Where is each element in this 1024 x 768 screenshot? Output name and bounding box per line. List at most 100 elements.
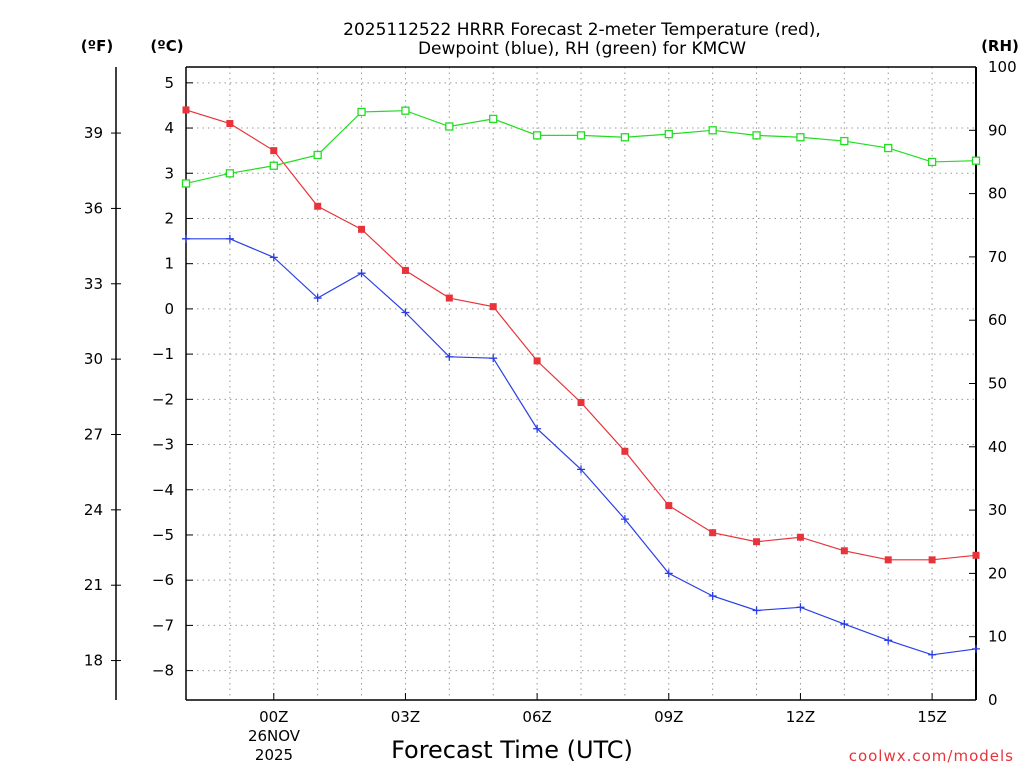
dewpoint-point bbox=[533, 424, 542, 433]
temperature-point bbox=[577, 398, 585, 406]
temperature-point bbox=[314, 202, 322, 210]
y-tick-label-rh: 50 bbox=[988, 375, 1007, 393]
y-tick-label-rh: 80 bbox=[988, 185, 1007, 203]
fahrenheit-unit-label: (ºF) bbox=[81, 37, 113, 55]
temperature-point bbox=[182, 106, 190, 114]
temperature-point bbox=[489, 303, 497, 311]
temperature-point bbox=[796, 533, 804, 541]
x-tick-label: 12Z bbox=[786, 708, 815, 726]
rh-point bbox=[445, 122, 454, 131]
y-tick-label-rh: 0 bbox=[988, 691, 998, 709]
temperature-point bbox=[226, 120, 234, 128]
rh-point bbox=[269, 161, 278, 170]
dewpoint-point bbox=[620, 515, 629, 524]
y-tick-label-rh: 40 bbox=[988, 438, 1007, 456]
x-axis-title: Forecast Time (UTC) bbox=[391, 736, 633, 764]
y-tick-label-fahrenheit: 18 bbox=[84, 652, 103, 670]
y-tick-label-celsius: 1 bbox=[164, 255, 174, 273]
dewpoint-point bbox=[708, 592, 717, 601]
rh-unit-label: (RH) bbox=[981, 37, 1019, 55]
y-tick-label-celsius: 5 bbox=[164, 74, 174, 92]
dewpoint-point bbox=[884, 636, 893, 645]
y-tick-label-celsius: −6 bbox=[152, 571, 174, 589]
dewpoint-point bbox=[664, 569, 673, 578]
rh-point bbox=[884, 143, 893, 153]
dewpoint-point bbox=[796, 603, 805, 612]
y-tick-label-fahrenheit: 27 bbox=[84, 425, 103, 443]
x-tick-label: 00Z bbox=[259, 708, 288, 726]
data-series bbox=[181, 106, 981, 659]
y-tick-label-rh: 10 bbox=[988, 628, 1007, 646]
celsius-unit-label: (ºC) bbox=[150, 37, 183, 55]
y-tick-label-rh: 30 bbox=[988, 501, 1007, 519]
y-tick-label-rh: 100 bbox=[988, 58, 1017, 76]
y-tick-label-fahrenheit: 30 bbox=[84, 350, 103, 368]
rh-point bbox=[664, 129, 673, 139]
dewpoint-point bbox=[313, 294, 322, 303]
series-group bbox=[181, 106, 981, 659]
chart-labels: 2025112522 HRRR Forecast 2-meter Tempera… bbox=[81, 20, 1019, 765]
date-label-year: 2025 bbox=[255, 746, 293, 764]
rh-point bbox=[576, 131, 586, 140]
temperature-point bbox=[665, 502, 673, 510]
dewpoint-point bbox=[752, 606, 761, 615]
rh-point bbox=[313, 150, 322, 160]
temperature-point bbox=[928, 556, 936, 564]
temperature-point bbox=[445, 294, 453, 302]
dewpoint-point bbox=[577, 465, 585, 474]
temperature-point bbox=[753, 538, 761, 546]
chart-title-line-2: Dewpoint (blue), RH (green) for KMCW bbox=[418, 39, 746, 59]
dewpoint-point bbox=[489, 354, 498, 363]
x-tick-label: 06Z bbox=[522, 708, 551, 726]
dewpoint-point bbox=[401, 308, 410, 317]
y-tick-label-rh: 60 bbox=[988, 311, 1007, 329]
rh-point bbox=[357, 107, 366, 117]
y-tick-label-celsius: 3 bbox=[164, 164, 174, 182]
rh-point bbox=[401, 106, 410, 115]
rh-point bbox=[752, 131, 761, 140]
y-tick-label-celsius: 2 bbox=[164, 209, 174, 227]
rh-point bbox=[971, 156, 981, 165]
y-tick-label-celsius: −8 bbox=[152, 662, 174, 680]
y-tick-label-rh: 70 bbox=[988, 248, 1007, 266]
dewpoint-point bbox=[840, 620, 849, 629]
dewpoint-point bbox=[269, 253, 278, 262]
credit-label: coolwx.com/models bbox=[849, 747, 1014, 765]
x-tick-label: 15Z bbox=[917, 708, 946, 726]
rh-point bbox=[620, 133, 630, 142]
temperature-point bbox=[621, 447, 629, 455]
y-tick-label-fahrenheit: 24 bbox=[84, 501, 103, 519]
dewpoint-point bbox=[357, 269, 366, 278]
y-tick-label-celsius: −4 bbox=[152, 481, 174, 499]
date-label-day: 26NOV bbox=[248, 727, 301, 745]
y-tick-label-celsius: −3 bbox=[152, 436, 174, 454]
temperature-point bbox=[840, 547, 848, 555]
temperature-point bbox=[401, 266, 409, 274]
rh-point bbox=[489, 114, 498, 124]
rh-point bbox=[796, 133, 805, 142]
temperature-point bbox=[358, 225, 366, 233]
y-tick-label-fahrenheit: 39 bbox=[84, 124, 103, 142]
x-tick-label: 03Z bbox=[391, 708, 420, 726]
rh-point bbox=[225, 169, 235, 178]
y-tick-label-celsius: 4 bbox=[164, 119, 174, 137]
rh-point bbox=[181, 179, 191, 188]
rh-point bbox=[927, 157, 937, 167]
y-tick-label-celsius: −5 bbox=[152, 526, 174, 544]
temperature-point bbox=[270, 147, 278, 155]
dewpoint-point bbox=[928, 650, 937, 659]
dewpoint-point bbox=[445, 352, 454, 361]
x-tick-label: 09Z bbox=[654, 708, 683, 726]
y-tick-label-fahrenheit: 21 bbox=[84, 576, 103, 594]
temperature-point bbox=[709, 529, 717, 537]
temperature-point bbox=[972, 551, 980, 559]
temperature-point bbox=[884, 556, 892, 564]
y-tick-label-rh: 90 bbox=[988, 121, 1007, 139]
y-tick-label-fahrenheit: 33 bbox=[84, 275, 103, 293]
y-tick-label-celsius: −1 bbox=[152, 345, 174, 363]
y-tick-label-fahrenheit: 36 bbox=[84, 199, 103, 217]
y-tick-label-celsius: 0 bbox=[164, 300, 174, 318]
grid-lines bbox=[186, 67, 976, 700]
dewpoint-point bbox=[182, 234, 190, 243]
